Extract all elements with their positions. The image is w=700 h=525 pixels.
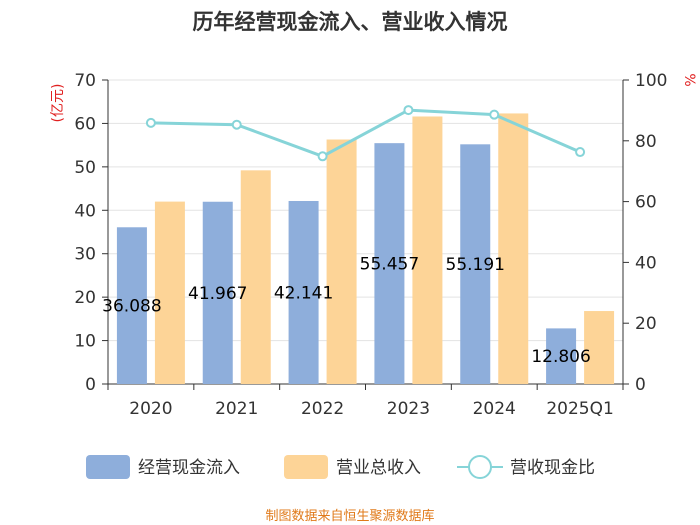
x-tick-label: 2020 [129,399,172,419]
x-tick-label: 2022 [301,399,344,419]
cash-inflow-bar [202,201,233,384]
revenue-bar [584,311,615,384]
ratio-line [145,105,586,162]
revenue-bar [498,113,529,384]
right-tick-label: 40 [635,253,657,273]
cash-inflow-label: 36.088 [102,297,161,317]
revenue-bar [240,170,271,384]
left-tick-label: 50 [74,158,96,178]
revenue-bar [412,116,443,384]
left-tick-label: 0 [85,375,96,395]
left-tick-label: 20 [74,288,96,308]
cash-inflow-bar [374,143,405,384]
right-tick-label: 0 [635,375,646,395]
cash-inflow-label: 12.806 [531,347,590,367]
cash-inflow-bar [546,328,577,384]
cash-inflow-bar [116,227,147,384]
ratio-point [575,147,586,158]
chart-title: 历年经营现金流入、营业收入情况 [193,10,508,34]
left-tick-label: 30 [74,245,96,265]
left-tick-label: 40 [74,201,96,221]
left-tick-label: 60 [74,114,96,134]
ratio-point [317,151,328,162]
gridlines [108,79,623,385]
ratio-point [489,109,500,120]
left-axis-unit: (亿元) [50,84,66,123]
cash-inflow-label: 55.191 [446,255,505,275]
source-note: 制图数据来自恒生聚源数据库 [265,508,434,524]
ratio-point [231,119,242,130]
legend-swatch-revenue [284,455,328,479]
x-tick-label: 2025Q1 [546,399,613,419]
x-tick-label: 2024 [473,399,516,419]
bars [116,113,615,384]
legend-swatch-cash-inflow [86,455,130,479]
cash-inflow-bar [460,144,491,384]
cash-inflow-label: 42.141 [274,283,333,303]
cash-inflow-label: 41.967 [188,284,247,304]
ratio-polyline [150,108,581,158]
revenue-bar [326,139,357,384]
ratio-point [145,117,156,128]
right-axis-unit: % [681,73,697,86]
ratio-point [403,105,414,116]
legend-label-ratio: 营收现金比 [510,458,595,478]
cash-inflow-label: 55.457 [360,255,419,275]
right-tick-label: 80 [635,132,657,152]
left-tick-label: 70 [74,71,96,91]
legend-marker-ratio [468,455,492,479]
axes: 0 10 20 30 40 50 60 70 0 20 40 60 80 100 2020 2021 2022 2… [74,71,667,419]
right-tick-label: 100 [635,71,667,91]
data-labels: 36.088 41.967 42.141 55.457 55.191 12.806 [102,255,591,368]
revenue-bar [154,201,185,384]
right-tick-label: 20 [635,314,657,334]
legend-label-revenue: 营业总收入 [336,458,421,478]
x-tick-label: 2023 [387,399,430,419]
right-tick-label: 60 [635,193,657,213]
left-tick-label: 10 [74,332,96,352]
cash-inflow-bar [288,200,319,384]
legend-label-cash-inflow: 经营现金流入 [138,458,240,478]
x-tick-label: 2021 [215,399,258,419]
legend: 经营现金流入 营业总收入 营收现金比 [86,455,595,479]
